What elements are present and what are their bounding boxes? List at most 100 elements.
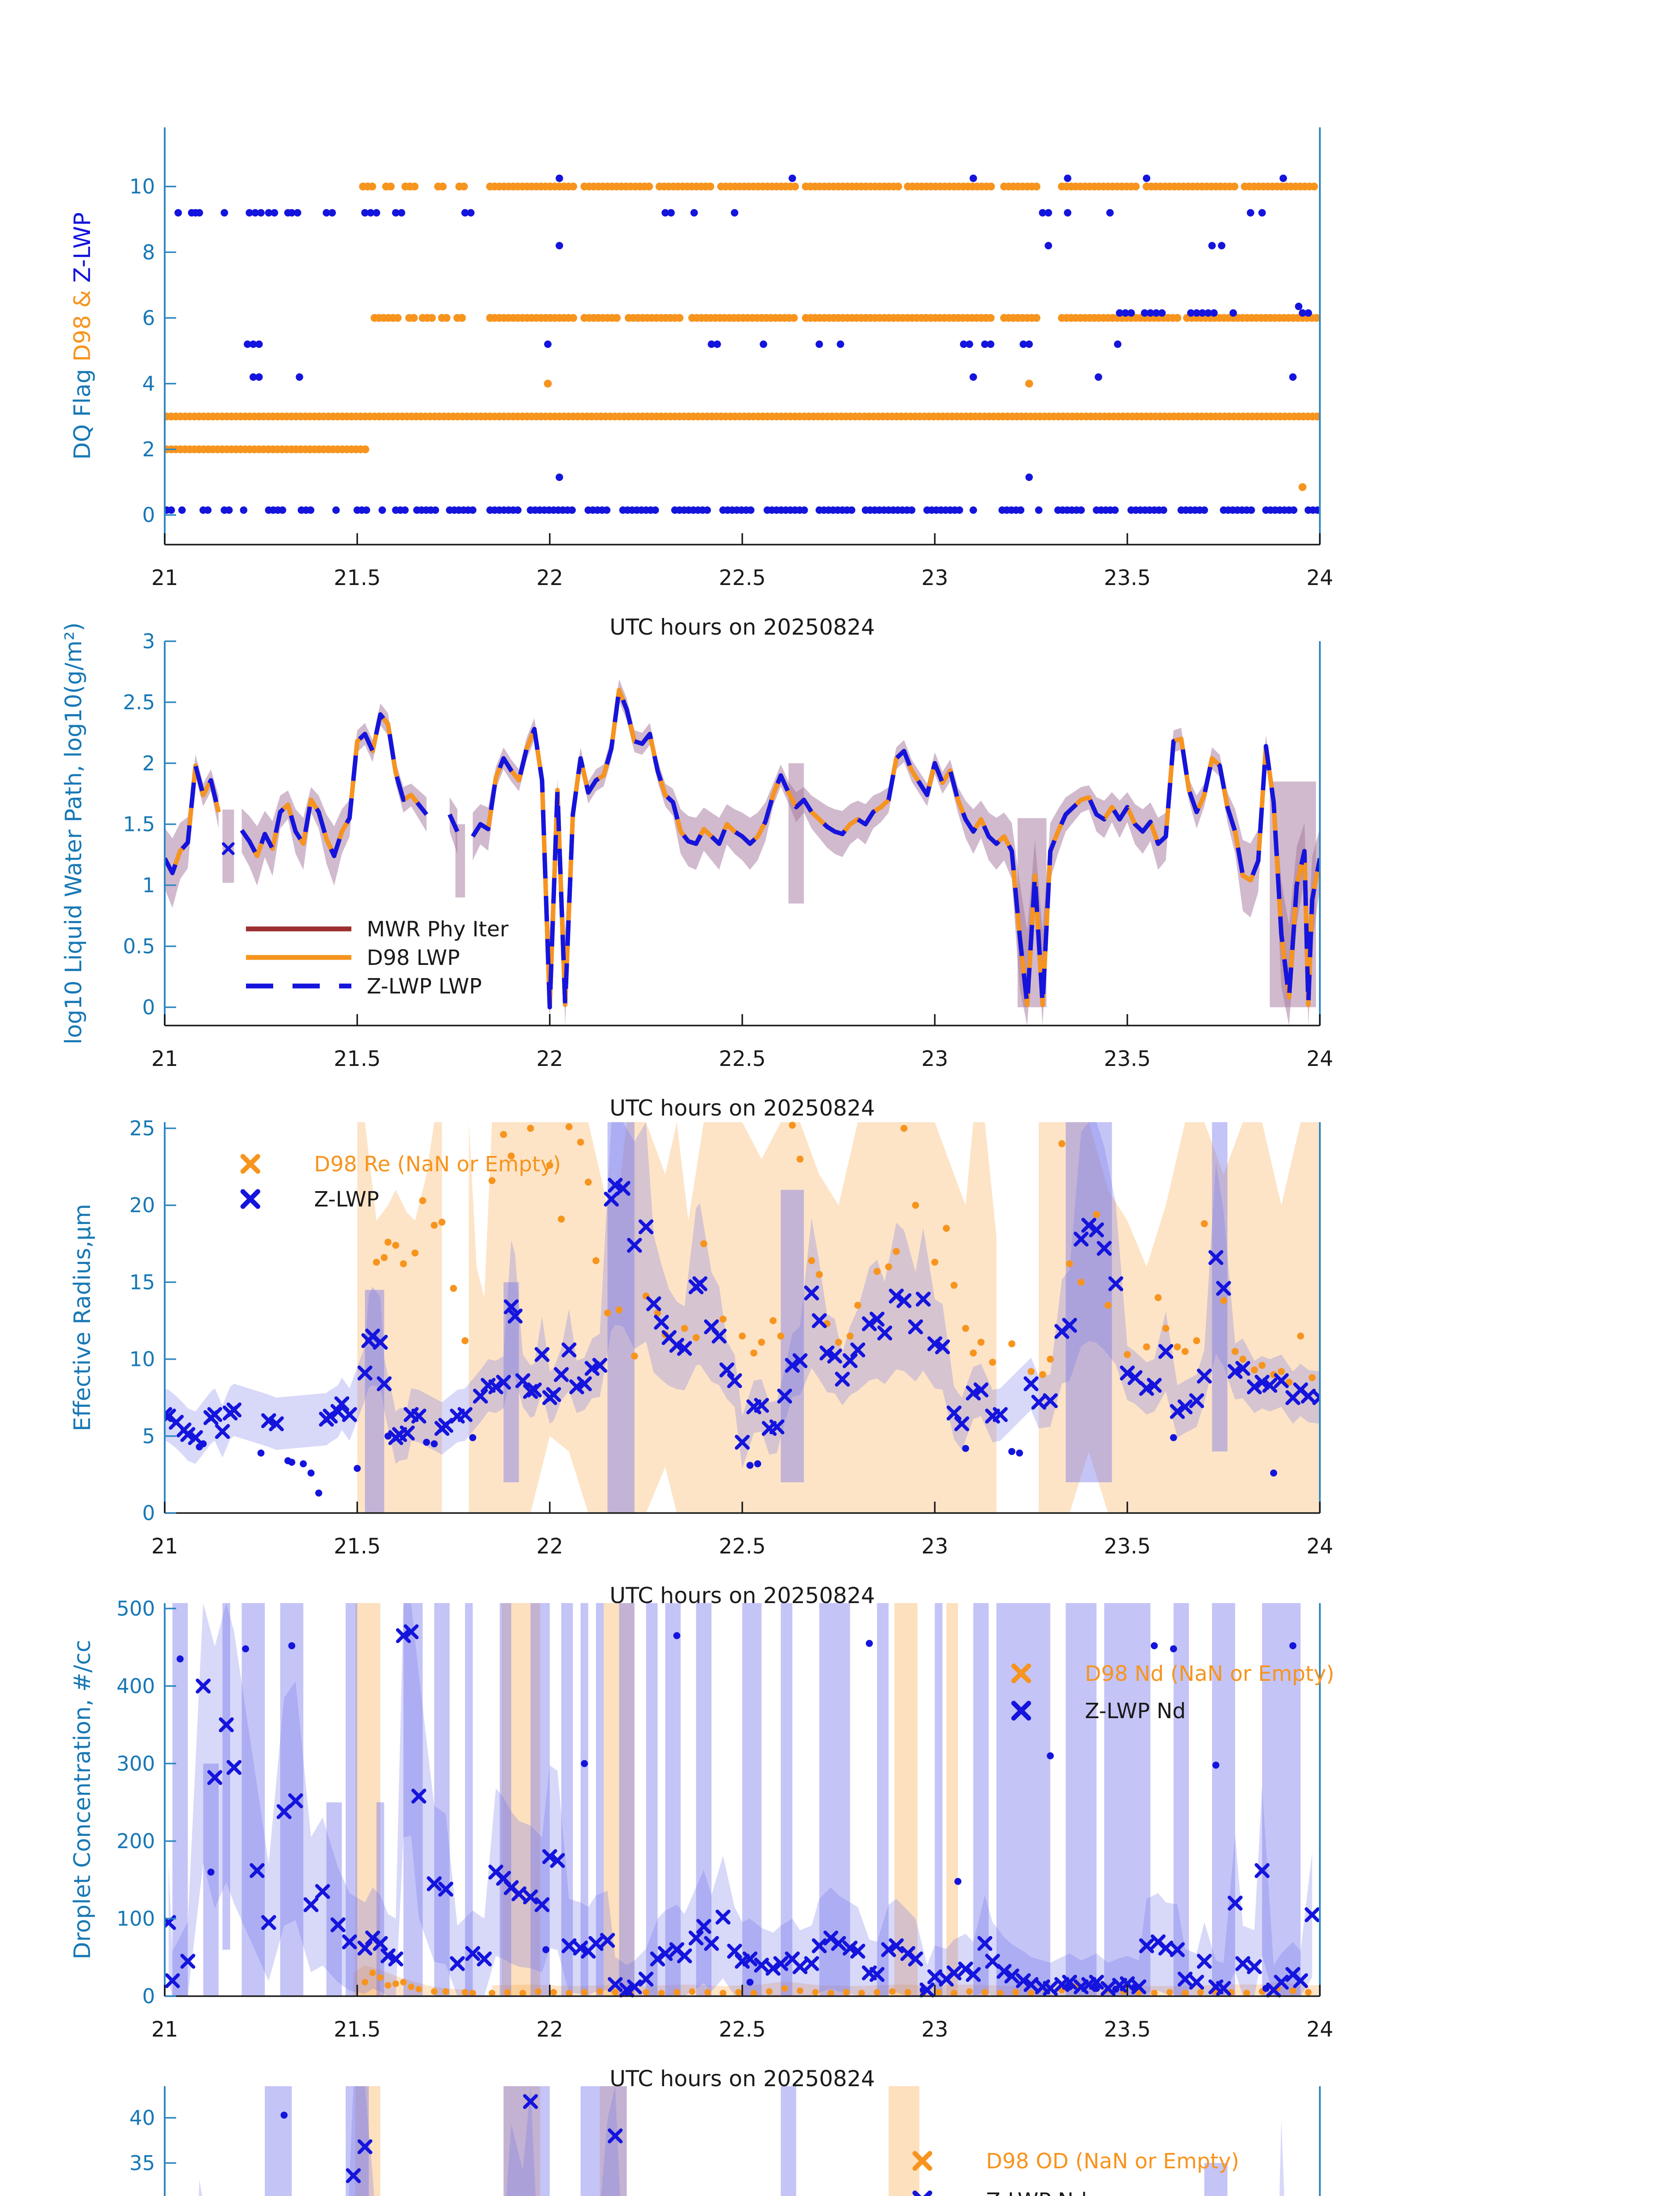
data-point-x (1301, 1388, 1316, 1404)
data-point-dot (1181, 1990, 1189, 1997)
data-point-x (669, 1338, 684, 1353)
data-point-x (600, 1932, 615, 1948)
data-point-dot (544, 340, 552, 348)
y-tick-label: 2.5 (123, 690, 155, 714)
flag-dot (1077, 506, 1085, 514)
data-point-dot (970, 1349, 977, 1357)
data-point-dot (288, 1459, 296, 1466)
data-point-dot (500, 1131, 507, 1138)
data-point-dot (384, 1432, 392, 1440)
scatter-iso (222, 842, 235, 855)
data-point-x (1073, 1232, 1089, 1247)
data-point-dot (195, 209, 203, 217)
flag-dot (438, 182, 447, 191)
data-point-dot (770, 1317, 777, 1325)
data-point-dot (1199, 309, 1207, 317)
data-point-x (457, 1407, 473, 1422)
band-stripe (530, 1603, 550, 1996)
data-point-dot (1243, 1990, 1250, 1997)
data-point-dot (654, 1309, 661, 1317)
data-point-x (372, 1335, 388, 1350)
data-point-x (804, 1285, 819, 1300)
data-point-dot (177, 1655, 184, 1663)
data-point-dot (986, 340, 994, 348)
y-tick-label: 0 (142, 1984, 155, 2008)
data-point-x (322, 1409, 338, 1424)
flag-dot (1247, 506, 1255, 514)
band-stripe (742, 1603, 762, 1996)
data-point-dot (300, 1460, 307, 1467)
data-point-x (862, 1316, 877, 1332)
data-point-dot (557, 1215, 565, 1223)
data-point-x (804, 1956, 819, 1971)
x-tick-label: 23 (921, 1047, 948, 1071)
band-stripe (346, 1603, 358, 1996)
data-point-dot (1250, 1366, 1258, 1374)
data-point-dot (1204, 309, 1212, 317)
uncertainty-band (353, 1965, 473, 1996)
data-point-dot (1151, 1642, 1158, 1650)
band-stripe (502, 1603, 540, 1996)
flag-dot (204, 506, 212, 514)
band-stripe (434, 1603, 450, 1996)
data-point-x (1147, 1378, 1162, 1393)
data-point-dot (430, 1221, 438, 1229)
data-point-x (276, 1804, 292, 1819)
data-point-dot (827, 1990, 835, 1997)
flag-dot (410, 182, 419, 191)
data-point-dot (719, 1315, 727, 1323)
data-point-dot (690, 209, 698, 217)
flag-dot (569, 314, 578, 322)
data-point-dot (1289, 373, 1297, 381)
data-point-dot (288, 1642, 296, 1650)
data-point-dot (1201, 1220, 1208, 1228)
data-point-x (226, 1760, 242, 1775)
data-point-x (1139, 1381, 1154, 1396)
data-point-dot (243, 340, 251, 348)
data-point-x (465, 1946, 481, 1961)
data-point-dot (689, 1988, 696, 1995)
data-point-x (303, 1897, 319, 1912)
data-point-dot (1064, 209, 1072, 217)
data-point-dot (392, 1242, 399, 1249)
legend-swatch-x-icon (1011, 1701, 1031, 1721)
flag-dot (361, 445, 369, 454)
flag-dot (428, 314, 436, 322)
data-point-dot (1304, 309, 1312, 317)
data-point-x (207, 1407, 222, 1422)
flag-dot (1032, 314, 1041, 322)
x-tick-label: 21.5 (334, 1534, 381, 1559)
data-point-dot (400, 1979, 407, 1986)
data-point-x (1015, 1973, 1031, 1988)
data-point-x (1304, 1907, 1320, 1922)
x-tick-label: 22 (536, 566, 563, 590)
data-point-x (869, 1967, 885, 1982)
data-point-dot (271, 209, 278, 217)
uncertainty-band (469, 1122, 997, 1513)
y-tick-label: 0.5 (123, 934, 155, 958)
data-point-x (1127, 1370, 1143, 1385)
data-point-x (842, 1353, 858, 1369)
data-point-x (985, 1954, 1000, 1969)
data-point-dot (1044, 209, 1052, 217)
band-stripe (465, 1603, 473, 1996)
data-point-x (496, 1375, 511, 1390)
data-point-x (1158, 1940, 1174, 1956)
data-point-dot (1295, 303, 1303, 311)
x-tick-label: 21.5 (334, 1047, 381, 1071)
data-point-x (515, 1373, 531, 1388)
data-point-x (180, 1954, 195, 1969)
data-point-x (404, 1624, 419, 1640)
band-stripe (603, 1603, 635, 1996)
data-point-dot (1210, 309, 1218, 317)
series-line (471, 688, 1321, 1010)
data-point-dot (981, 340, 989, 348)
band-stripe (355, 1603, 380, 1996)
data-point-x (1178, 1399, 1193, 1415)
data-point-x (850, 1943, 865, 1959)
legend-label: D98 OD (NaN or Empty) (986, 2149, 1239, 2174)
data-point-dot (488, 1177, 496, 1185)
x-tick-label: 23 (921, 2017, 948, 2042)
data-point-dot (1008, 1340, 1015, 1347)
